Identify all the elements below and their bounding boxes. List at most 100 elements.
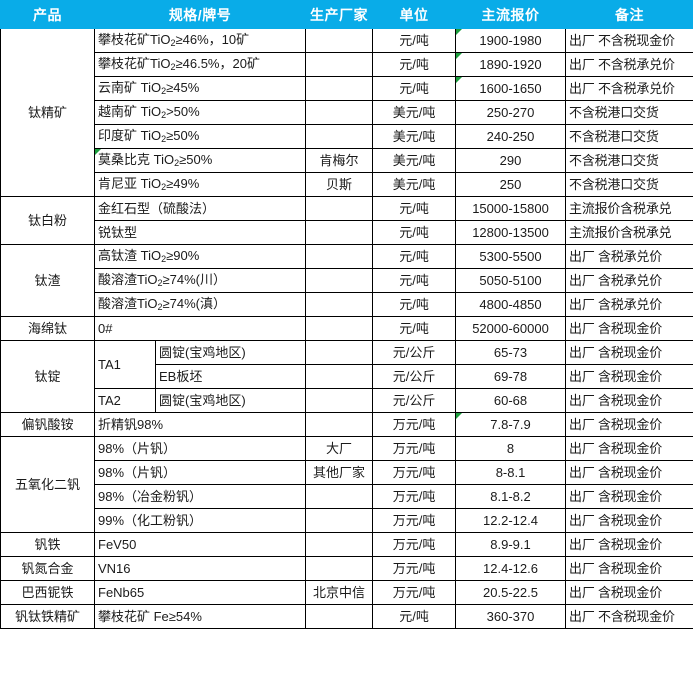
cell-unit: 元/吨 xyxy=(372,196,457,221)
cell-spec: 圆锭(宝鸡地区) xyxy=(154,340,307,365)
cell-spec: 0# xyxy=(93,316,307,341)
cell-grade-label: TA1 xyxy=(94,340,156,389)
table-row: 钛锭 TA1 圆锭(宝鸡地区) 元/公斤 65-73 出厂 含税现金价 xyxy=(0,340,693,413)
cell-spec: 攀枝花矿TiO2≥46.5%，20矿 xyxy=(93,52,307,77)
cell-price: 12.4-12.6 xyxy=(455,556,567,581)
cell-spec: 高钛渣 TiO2≥90% xyxy=(93,244,307,269)
table-header: 产品 规格/牌号 生产厂家 单位 主流报价 备注 xyxy=(0,0,693,29)
table-row: 钛渣 高钛渣 TiO2≥90% 元/吨 5300-5500 出厂 含税承兑价 xyxy=(0,244,693,317)
cell-spec: FeNb65 xyxy=(93,580,307,605)
cell-grade-label: TA2 xyxy=(94,388,156,413)
cell-maker xyxy=(305,484,374,509)
cell-price: 250 xyxy=(455,172,567,197)
cell-spec: 攀枝花矿 Fe≥54% xyxy=(93,604,307,629)
table-row: 海绵钛 0# 元/吨 52000-60000 出厂 含税现金价 xyxy=(0,316,693,341)
table-row: 钒氮合金 VN16 万元/吨 12.4-12.6 出厂 含税现金价 xyxy=(0,556,693,581)
cell-spec: 98%（冶金粉钒） xyxy=(93,484,307,509)
cell-spec: VN16 xyxy=(93,556,307,581)
cell-unit: 万元/吨 xyxy=(372,436,457,461)
column-header-spec: 规格/牌号 xyxy=(93,0,307,29)
cell-maker xyxy=(305,508,374,533)
cell-spec: 肯尼亚 TiO2≥49% xyxy=(93,172,307,197)
cell-price: 52000-60000 xyxy=(455,316,567,341)
cell-unit: 元/公斤 xyxy=(372,388,457,413)
cell-spec: 98%（片钒） xyxy=(93,436,307,461)
cell-product-group: 钛渣 xyxy=(0,244,95,317)
cell-product-group: 海绵钛 xyxy=(0,316,95,341)
cell-price: 8.9-9.1 xyxy=(455,532,567,557)
cell-unit: 元/吨 xyxy=(372,268,457,293)
cell-spec: 98%（片钒） xyxy=(93,460,307,485)
cell-maker xyxy=(305,100,374,125)
cell-product-group: 钒钛铁精矿 xyxy=(0,604,95,629)
cell-unit: 万元/吨 xyxy=(372,508,457,533)
cell-spec: FeV50 xyxy=(93,532,307,557)
cell-spec: 锐钛型 xyxy=(93,220,307,245)
cell-spec: 攀枝花矿TiO2≥46%，10矿 xyxy=(93,28,307,53)
cell-maker: 其他厂家 xyxy=(305,460,374,485)
cell-unit: 万元/吨 xyxy=(372,484,457,509)
cell-spec: EB板坯 xyxy=(154,364,307,389)
table-row: 钛白粉 金红石型（硫酸法） 元/吨 15000-15800 主流报价含税承兑 xyxy=(0,196,693,245)
cell-remark: 不含税港口交货 xyxy=(565,148,693,173)
cell-product-group: 巴西铌铁 xyxy=(0,580,95,605)
cell-remark: 出厂 不含税承兑价 xyxy=(565,52,693,77)
cell-product-group: 钒铁 xyxy=(0,532,95,557)
table-row: 钒钛铁精矿 攀枝花矿 Fe≥54% 元/吨 360-370 出厂 不含税现金价 xyxy=(0,604,693,629)
cell-maker: 肯梅尔 xyxy=(305,148,374,173)
cell-maker xyxy=(305,244,374,269)
table-row: 巴西铌铁 FeNb65 北京中信 万元/吨 20.5-22.5 出厂 含税现金价 xyxy=(0,580,693,605)
column-header-price: 主流报价 xyxy=(455,0,567,29)
cell-unit: 元/吨 xyxy=(372,220,457,245)
cell-comment-flag-icon xyxy=(456,29,463,35)
cell-product-group: 偏钒酸铵 xyxy=(0,412,95,437)
cell-maker xyxy=(305,52,374,77)
cell-unit: 元/吨 xyxy=(372,76,457,101)
cell-price: 5300-5500 xyxy=(455,244,567,269)
cell-remark: 不含税港口交货 xyxy=(565,124,693,149)
cell-price: 5050-5100 xyxy=(455,268,567,293)
cell-remark: 出厂 含税承兑价 xyxy=(565,244,693,269)
cell-maker: 大厂 xyxy=(305,436,374,461)
cell-remark: 出厂 含税现金价 xyxy=(565,412,693,437)
cell-price: 4800-4850 xyxy=(455,292,567,317)
cell-unit: 美元/吨 xyxy=(372,172,457,197)
cell-spec: 99%（化工粉钒） xyxy=(93,508,307,533)
cell-price: 69-78 xyxy=(455,364,567,389)
cell-maker xyxy=(305,388,374,413)
cell-remark: 出厂 不含税承兑价 xyxy=(565,76,693,101)
cell-remark: 出厂 含税现金价 xyxy=(565,556,693,581)
column-header-product: 产品 xyxy=(0,0,95,29)
cell-remark: 出厂 不含税现金价 xyxy=(565,604,693,629)
cell-remark: 出厂 含税现金价 xyxy=(565,508,693,533)
cell-spec: 印度矿 TiO2≥50% xyxy=(93,124,307,149)
cell-spec: 圆锭(宝鸡地区) xyxy=(154,388,307,413)
cell-remark: 不含税港口交货 xyxy=(565,172,693,197)
cell-maker xyxy=(305,316,374,341)
cell-remark: 出厂 含税现金价 xyxy=(565,364,693,389)
table-body: 钛精矿 攀枝花矿TiO2≥46%，10矿 元/吨 1900-1980 出厂 不含税现金价… xyxy=(0,28,693,629)
cell-unit: 元/吨 xyxy=(372,292,457,317)
cell-unit: 元/吨 xyxy=(372,52,457,77)
cell-price: 12.2-12.4 xyxy=(455,508,567,533)
cell-unit: 万元/吨 xyxy=(372,556,457,581)
table-row: 攀枝花矿TiO2≥46.5%，20矿 元/吨 1890-1920 出厂 不含税承兑价 xyxy=(1,52,693,77)
cell-comment-flag-icon xyxy=(456,77,463,83)
cell-remark: 出厂 含税现金价 xyxy=(565,436,693,461)
table-row: 肯尼亚 TiO2≥49% 贝斯 美元/吨 250 不含税港口交货 xyxy=(1,172,693,197)
header-row: 产品 规格/牌号 生产厂家 单位 主流报价 备注 xyxy=(0,0,693,29)
cell-price: 8.1-8.2 xyxy=(455,484,567,509)
table-row: 云南矿 TiO2≥45% 元/吨 1600-1650 出厂 不含税承兑价 xyxy=(1,76,693,101)
cell-maker xyxy=(305,268,374,293)
cell-price: 360-370 xyxy=(455,604,567,629)
cell-spec: 金红石型（硫酸法） xyxy=(93,196,307,221)
cell-comment-flag-icon xyxy=(456,413,463,419)
cell-remark: 出厂 含税现金价 xyxy=(565,532,693,557)
cell-unit: 万元/吨 xyxy=(372,460,457,485)
cell-unit: 美元/吨 xyxy=(372,148,457,173)
cell-price: 15000-15800 xyxy=(455,196,567,221)
cell-unit: 美元/吨 xyxy=(372,124,457,149)
table-row: 锐钛型 元/吨 12800-13500 主流报价含税承兑 xyxy=(1,220,693,245)
column-header-unit: 单位 xyxy=(372,0,457,29)
